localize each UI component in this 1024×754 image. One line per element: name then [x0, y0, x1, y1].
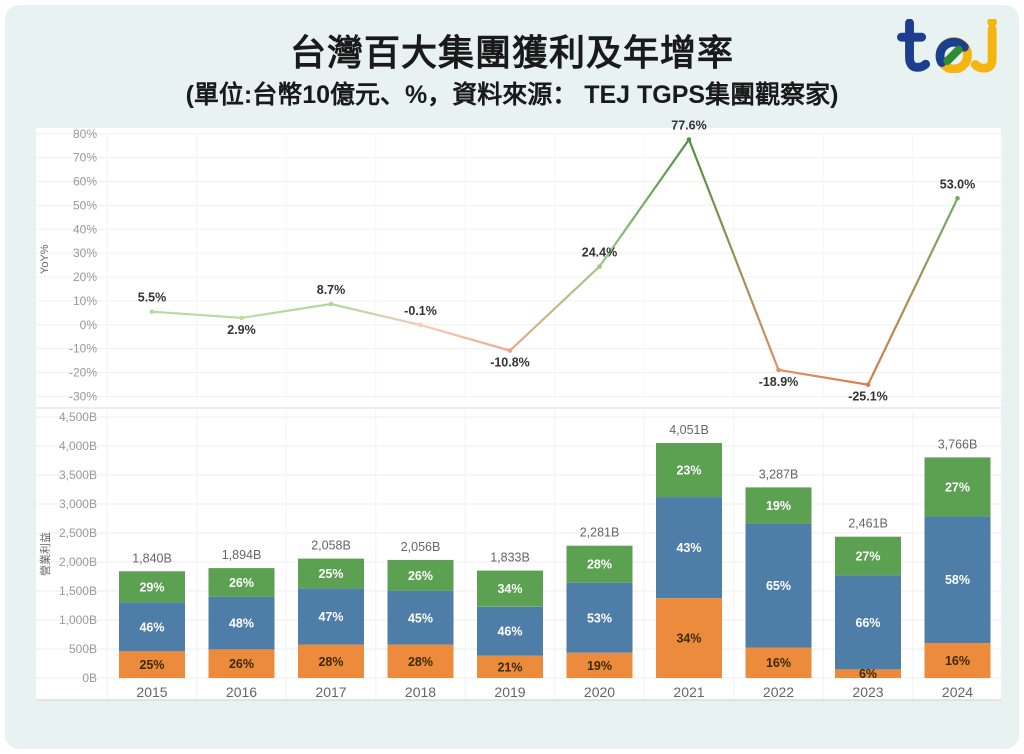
svg-text:29%: 29%	[139, 580, 164, 594]
svg-text:26%: 26%	[229, 576, 254, 590]
svg-text:47%: 47%	[318, 610, 343, 624]
svg-text:6%: 6%	[859, 667, 877, 681]
svg-text:48%: 48%	[229, 617, 254, 631]
svg-text:30%: 30%	[73, 246, 97, 260]
svg-text:53.0%: 53.0%	[940, 177, 975, 191]
svg-text:-0.1%: -0.1%	[404, 304, 437, 318]
svg-text:25%: 25%	[318, 567, 343, 581]
svg-text:1,000B: 1,000B	[59, 613, 97, 627]
svg-text:0B: 0B	[82, 671, 97, 685]
svg-text:46%: 46%	[139, 620, 164, 634]
svg-text:26%: 26%	[229, 657, 254, 671]
svg-text:45%: 45%	[408, 611, 433, 625]
svg-text:5.5%: 5.5%	[138, 291, 167, 305]
svg-text:3,500B: 3,500B	[59, 468, 97, 482]
svg-text:34%: 34%	[497, 582, 522, 596]
svg-text:500B: 500B	[69, 642, 97, 656]
svg-text:21%: 21%	[497, 660, 522, 674]
svg-text:50%: 50%	[73, 198, 97, 212]
svg-text:2017: 2017	[315, 684, 346, 700]
svg-text:19%: 19%	[766, 499, 791, 513]
svg-text:2015: 2015	[136, 684, 167, 700]
svg-text:2021: 2021	[673, 684, 704, 700]
svg-text:40%: 40%	[73, 222, 97, 236]
svg-text:2,000B: 2,000B	[59, 555, 97, 569]
svg-text:16%: 16%	[766, 656, 791, 670]
svg-text:77.6%: 77.6%	[671, 119, 706, 133]
svg-text:66%: 66%	[855, 616, 880, 630]
svg-text:28%: 28%	[408, 655, 433, 669]
svg-text:2,281B: 2,281B	[580, 526, 620, 540]
svg-text:2022: 2022	[763, 684, 794, 700]
svg-text:20%: 20%	[73, 270, 97, 284]
svg-text:2019: 2019	[494, 684, 525, 700]
svg-text:2023: 2023	[852, 684, 883, 700]
svg-text:28%: 28%	[587, 558, 612, 572]
svg-text:3,000B: 3,000B	[59, 497, 97, 511]
svg-text:2,058B: 2,058B	[311, 539, 351, 553]
svg-text:1,840B: 1,840B	[132, 551, 172, 565]
svg-text:58%: 58%	[945, 573, 970, 587]
svg-text:-20%: -20%	[69, 366, 97, 380]
svg-text:16%: 16%	[945, 654, 970, 668]
svg-text:-30%: -30%	[69, 389, 97, 403]
svg-text:1,894B: 1,894B	[222, 548, 262, 562]
svg-text:34%: 34%	[676, 632, 701, 646]
svg-text:3,287B: 3,287B	[759, 467, 799, 481]
svg-text:23%: 23%	[676, 464, 701, 478]
svg-text:19%: 19%	[587, 659, 612, 673]
svg-text:3,766B: 3,766B	[938, 437, 978, 451]
svg-text:2,461B: 2,461B	[848, 517, 888, 531]
svg-text:27%: 27%	[945, 480, 970, 494]
svg-text:43%: 43%	[676, 541, 701, 555]
svg-text:4,051B: 4,051B	[669, 423, 709, 437]
svg-text:70%: 70%	[73, 151, 97, 165]
svg-text:2,500B: 2,500B	[59, 526, 97, 540]
svg-text:2018: 2018	[405, 684, 436, 700]
svg-text:27%: 27%	[855, 550, 880, 564]
svg-text:-10%: -10%	[69, 342, 97, 356]
svg-text:-18.9%: -18.9%	[759, 375, 799, 389]
svg-text:8.7%: 8.7%	[317, 283, 346, 297]
svg-text:0%: 0%	[80, 318, 98, 332]
svg-text:46%: 46%	[497, 625, 522, 639]
svg-text:2020: 2020	[584, 684, 615, 700]
svg-text:28%: 28%	[318, 655, 343, 669]
svg-text:4,000B: 4,000B	[59, 439, 97, 453]
svg-text:-10.8%: -10.8%	[490, 356, 530, 370]
svg-text:2,056B: 2,056B	[401, 540, 441, 554]
svg-text:1,833B: 1,833B	[490, 551, 530, 565]
svg-text:1,500B: 1,500B	[59, 584, 97, 598]
svg-text:24.4%: 24.4%	[582, 246, 617, 260]
svg-text:10%: 10%	[73, 294, 97, 308]
svg-text:65%: 65%	[766, 579, 791, 593]
svg-text:25%: 25%	[139, 658, 164, 672]
svg-text:-25.1%: -25.1%	[848, 390, 888, 404]
svg-text:60%: 60%	[73, 175, 97, 189]
svg-text:2016: 2016	[226, 684, 257, 700]
svg-text:4,500B: 4,500B	[59, 410, 97, 424]
svg-text:2.9%: 2.9%	[227, 323, 256, 337]
svg-text:53%: 53%	[587, 611, 612, 625]
svg-text:80%: 80%	[73, 127, 97, 141]
svg-text:2024: 2024	[942, 684, 973, 700]
svg-text:26%: 26%	[408, 569, 433, 583]
